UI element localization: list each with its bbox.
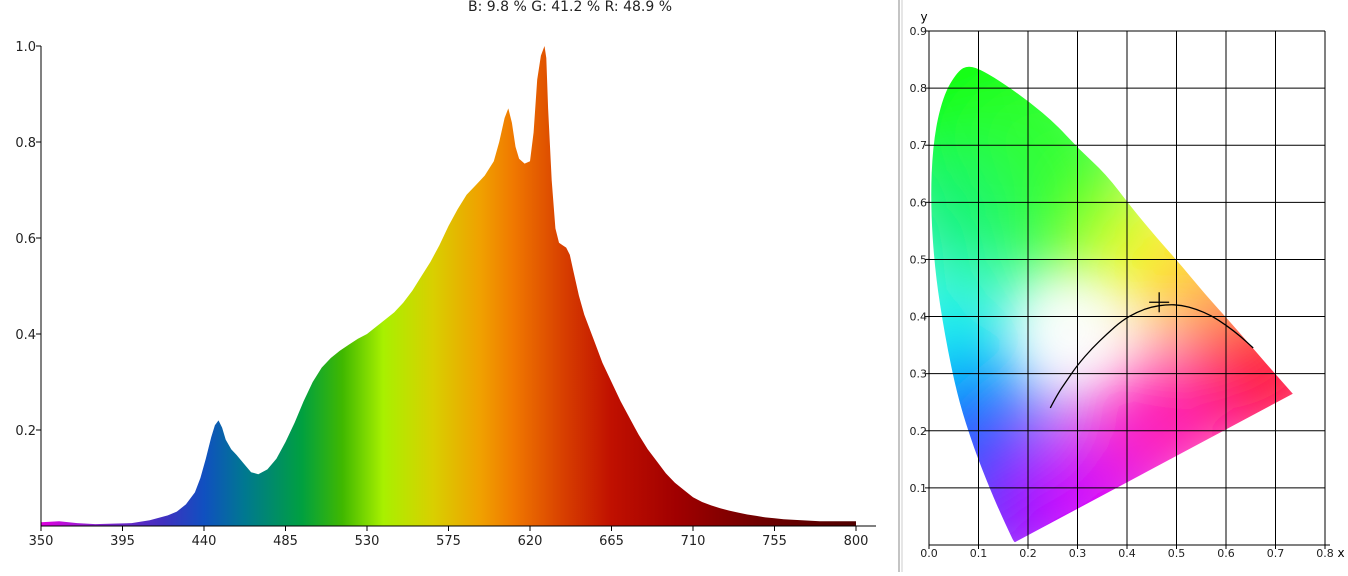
cie-x-tick-label: 0.4 bbox=[1118, 547, 1136, 560]
cie-x-tick-label: 0.6 bbox=[1217, 547, 1235, 560]
cie-y-tick-label: 0.7 bbox=[910, 139, 928, 152]
cie-y-tick-label: 0.6 bbox=[910, 196, 928, 209]
x-tick-label: 530 bbox=[355, 534, 380, 549]
cie-grid bbox=[929, 30, 1326, 545]
cie-y-tick-label: 0.3 bbox=[910, 368, 928, 381]
cie-chromaticity-chart: 0.0 0.1 0.2 0.3 0.4 0.5 0.6 0.7 0.8 0.1 0.2 0.3 0.4… bbox=[910, 10, 1345, 560]
x-axis-ticks: 350 395 440 485 530 575 620 665 710 755 800 bbox=[29, 526, 869, 549]
cie-x-tick-label: 0.1 bbox=[970, 547, 988, 560]
y-tick-label: 0.6 bbox=[15, 232, 36, 247]
y-tick-label: 0.8 bbox=[15, 136, 36, 151]
cie-x-tick-label: 0.2 bbox=[1019, 547, 1037, 560]
cie-y-tick-label: 0.4 bbox=[910, 311, 928, 324]
y-tick-label: 1.0 bbox=[15, 40, 36, 55]
cie-x-tick-label: 0.8 bbox=[1316, 547, 1334, 560]
cie-y-tick-label: 0.1 bbox=[910, 482, 928, 495]
x-tick-label: 665 bbox=[599, 534, 624, 549]
cie-x-axis-label: x bbox=[1337, 546, 1344, 560]
x-tick-label: 575 bbox=[436, 534, 461, 549]
cie-x-axis-ticks: 0.0 0.1 0.2 0.3 0.4 0.5 0.6 0.7 0.8 bbox=[920, 545, 1334, 560]
cie-x-tick-label: 0.7 bbox=[1267, 547, 1285, 560]
x-tick-label: 620 bbox=[518, 534, 543, 549]
cie-y-tick-label: 0.2 bbox=[910, 425, 928, 438]
cie-x-tick-label: 0.0 bbox=[920, 547, 938, 560]
chart-title: B: 9.8 % G: 41.2 % R: 48.9 % bbox=[468, 0, 672, 15]
cie-y-tick-label: 0.9 bbox=[910, 25, 928, 38]
x-tick-label: 485 bbox=[273, 534, 298, 549]
cie-y-tick-label: 0.5 bbox=[910, 253, 928, 266]
y-tick-label: 0.4 bbox=[15, 328, 36, 343]
planckian-locus-curve bbox=[1049, 304, 1254, 409]
chromaticity-point-marker bbox=[1149, 292, 1170, 313]
cie-y-axis-label: y bbox=[920, 10, 927, 24]
spectrum-area bbox=[41, 46, 856, 526]
cie-x-tick-label: 0.3 bbox=[1069, 547, 1087, 560]
x-tick-label: 755 bbox=[762, 534, 787, 549]
cie-x-tick-label: 0.5 bbox=[1168, 547, 1186, 560]
x-tick-label: 710 bbox=[681, 534, 706, 549]
spectrum-chart: B: 9.8 % G: 41.2 % R: 48.9 % 350 395 440 48… bbox=[15, 0, 876, 549]
cie-y-axis-ticks: 0.1 0.2 0.3 0.4 0.5 0.6 0.7 0.8 0.9 bbox=[910, 25, 929, 495]
x-tick-label: 800 bbox=[844, 534, 869, 549]
x-tick-label: 350 bbox=[29, 534, 54, 549]
y-axis-ticks: 0.2 0.4 0.6 0.8 1.0 bbox=[15, 40, 41, 439]
cie-y-tick-label: 0.8 bbox=[910, 82, 928, 95]
y-tick-label: 0.2 bbox=[15, 424, 36, 439]
x-tick-label: 440 bbox=[192, 534, 217, 549]
x-tick-label: 395 bbox=[110, 534, 135, 549]
